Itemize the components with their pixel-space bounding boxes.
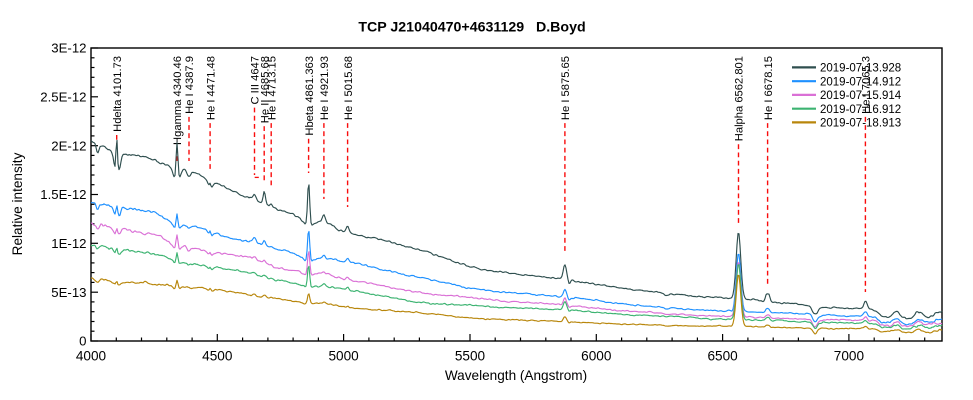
svg-text:He I 5015.68: He I 5015.68	[343, 56, 355, 120]
svg-text:6500: 6500	[707, 349, 738, 364]
svg-text:Hgamma 4340.46: Hgamma 4340.46	[172, 56, 184, 145]
svg-text:6000: 6000	[581, 349, 612, 364]
svg-text:2019-07-13.928: 2019-07-13.928	[820, 63, 901, 75]
svg-text:1E-12: 1E-12	[51, 236, 86, 251]
svg-text:2019-07-16.912: 2019-07-16.912	[820, 104, 901, 116]
svg-text:He I 5875.65: He I 5875.65	[560, 56, 572, 120]
svg-text:He II 4685.68: He II 4685.68	[259, 56, 271, 123]
svg-text:He I 7065.3: He I 7065.3	[861, 56, 873, 114]
svg-text:Relative intensity: Relative intensity	[10, 152, 25, 255]
svg-text:0: 0	[79, 334, 86, 349]
svg-text:He I 4387.9: He I 4387.9	[184, 56, 196, 114]
svg-text:2.5E-12: 2.5E-12	[40, 89, 86, 104]
svg-text:5E-13: 5E-13	[51, 285, 86, 300]
svg-text:4000: 4000	[76, 349, 107, 364]
svg-text:2019-07-15.914: 2019-07-15.914	[820, 90, 902, 102]
svg-text:2E-12: 2E-12	[51, 138, 86, 153]
svg-text:4500: 4500	[202, 349, 233, 364]
svg-text:1.5E-12: 1.5E-12	[40, 187, 86, 202]
svg-text:Wavelength (Angstrom): Wavelength (Angstrom)	[445, 368, 587, 383]
svg-text:7000: 7000	[834, 349, 865, 364]
svg-text:3E-12: 3E-12	[51, 41, 86, 56]
svg-text:He I 4921.93: He I 4921.93	[319, 56, 331, 120]
svg-text:He I 4471.48: He I 4471.48	[205, 56, 217, 120]
svg-text:Hbeta 4861.363: Hbeta 4861.363	[304, 56, 316, 136]
svg-text:He I 4713.15: He I 4713.15	[266, 56, 278, 120]
svg-text:TCP J21040470+4631129 D.Boyd: TCP J21040470+4631129 D.Boyd	[358, 20, 585, 36]
svg-text:2019-07-18.913: 2019-07-18.913	[820, 118, 901, 130]
svg-text:He I 6678.15: He I 6678.15	[763, 56, 775, 120]
svg-text:5000: 5000	[328, 349, 359, 364]
svg-text:5500: 5500	[455, 349, 486, 364]
svg-text:C III 4647: C III 4647	[250, 56, 262, 105]
svg-text:Hdelta 4101.73: Hdelta 4101.73	[112, 56, 124, 132]
svg-text:2019-07-14.912: 2019-07-14.912	[820, 76, 901, 88]
svg-text:Halpha 6562.801: Halpha 6562.801	[734, 56, 746, 141]
